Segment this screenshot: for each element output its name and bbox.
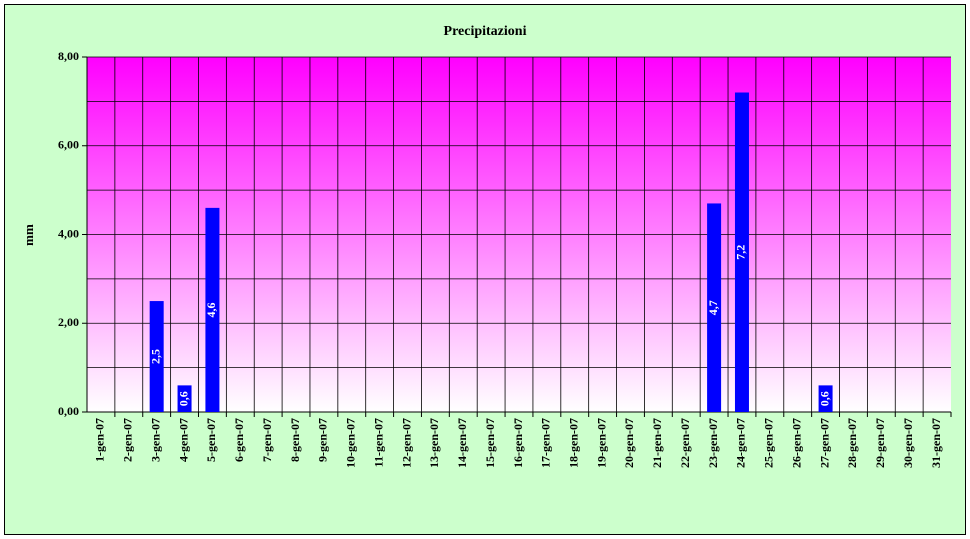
x-tick-label: 30-gen-07 xyxy=(901,418,915,468)
x-tick-label: 28-gen-07 xyxy=(845,418,859,468)
x-tick-label: 14-gen-07 xyxy=(455,418,469,468)
x-tick-label: 21-gen-07 xyxy=(650,418,664,468)
y-tick-label: 8,00 xyxy=(58,49,79,63)
x-tick-label: 9-gen-07 xyxy=(316,418,330,462)
x-tick-label: 31-gen-07 xyxy=(929,418,943,468)
y-tick-label: 6,00 xyxy=(58,138,79,152)
x-tick-label: 7-gen-07 xyxy=(260,418,274,462)
x-tick-label: 25-gen-07 xyxy=(762,418,776,468)
x-tick-label: 26-gen-07 xyxy=(789,418,803,468)
x-tick-label: 8-gen-07 xyxy=(288,418,302,462)
x-tick-label: 5-gen-07 xyxy=(204,418,218,462)
x-tick-label: 4-gen-07 xyxy=(176,418,190,462)
value-label: 2,5 xyxy=(148,349,162,364)
value-label: 0,6 xyxy=(176,391,190,406)
x-tick-label: 10-gen-07 xyxy=(344,418,358,468)
y-tick-label: 2,00 xyxy=(58,315,79,329)
x-tick-label: 16-gen-07 xyxy=(511,418,525,468)
x-tick-label: 27-gen-07 xyxy=(817,418,831,468)
x-tick-label: 13-gen-07 xyxy=(427,418,441,468)
x-tick-label: 1-gen-07 xyxy=(93,418,107,462)
bar xyxy=(734,92,749,412)
x-tick-label: 18-gen-07 xyxy=(566,418,580,468)
y-tick-label: 4,00 xyxy=(58,226,79,240)
x-tick-label: 23-gen-07 xyxy=(706,418,720,468)
x-tick-label: 22-gen-07 xyxy=(678,418,692,468)
bar xyxy=(177,385,192,412)
y-tick-label: 0,00 xyxy=(58,404,79,418)
x-tick-label: 11-gen-07 xyxy=(371,418,385,467)
bar xyxy=(818,385,833,412)
value-label: 7,2 xyxy=(734,245,748,260)
x-tick-label: 24-gen-07 xyxy=(734,418,748,468)
y-axis-label: mm xyxy=(21,224,36,246)
x-tick-label: 6-gen-07 xyxy=(232,418,246,462)
chart-title: Precipitazioni xyxy=(444,24,527,39)
x-tick-label: 15-gen-07 xyxy=(483,418,497,468)
value-label: 4,6 xyxy=(204,302,218,317)
bar xyxy=(205,207,220,412)
x-tick-label: 19-gen-07 xyxy=(594,418,608,468)
x-tick-label: 20-gen-07 xyxy=(622,418,636,468)
bar xyxy=(149,301,164,412)
x-tick-label: 2-gen-07 xyxy=(121,418,135,462)
x-tick-label: 12-gen-07 xyxy=(399,418,413,468)
value-label: 4,7 xyxy=(706,300,720,315)
value-label: 0,6 xyxy=(817,391,831,406)
bar xyxy=(707,203,722,412)
x-tick-label: 17-gen-07 xyxy=(539,418,553,468)
x-tick-label: 29-gen-07 xyxy=(873,418,887,468)
x-tick-label: 3-gen-07 xyxy=(148,418,162,462)
